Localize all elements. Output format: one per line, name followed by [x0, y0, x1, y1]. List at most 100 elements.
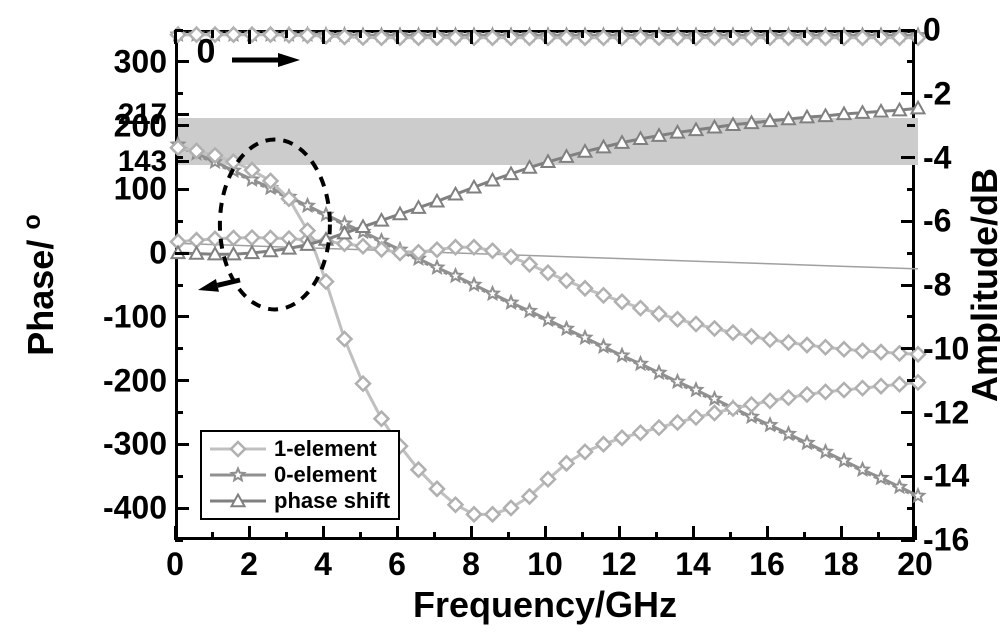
axis-tick [901, 539, 915, 542]
tick-label: -10 [923, 330, 969, 367]
legend-label: phase shift [274, 488, 390, 514]
tick-label: 300 [114, 43, 167, 80]
tick-label: -6 [923, 203, 951, 240]
axis-tick [618, 526, 621, 540]
tick-label: 18 [823, 546, 859, 583]
axis-tick [914, 30, 917, 44]
tick-label: 4 [314, 546, 332, 583]
tick-label: -4 [923, 139, 951, 176]
axis-tick [175, 188, 189, 191]
axis-tick [901, 29, 915, 32]
tick-label: -100 [103, 298, 167, 335]
legend-label: 0-element [274, 462, 377, 488]
axis-tick [655, 30, 658, 38]
axis-tick [175, 29, 183, 32]
axis-tick [840, 526, 843, 540]
axis-tick [175, 347, 183, 350]
legend-swatch [208, 465, 268, 485]
tick-label: 12 [601, 546, 637, 583]
axis-tick [544, 526, 547, 540]
tick-label: 0 [149, 235, 167, 272]
axis-tick [248, 30, 251, 44]
axis-tick [322, 526, 325, 540]
legend-swatch [208, 439, 268, 459]
tick-label: -16 [923, 522, 969, 559]
axis-tick [803, 30, 806, 38]
tick-label: 16 [749, 546, 785, 583]
tick-label: -400 [103, 490, 167, 527]
legend-label: 1-element [274, 436, 377, 462]
axis-tick [175, 252, 189, 255]
axis-tick [174, 30, 177, 44]
axis-tick [729, 532, 732, 540]
tick-label: 143 [118, 145, 167, 179]
axis-tick [907, 315, 915, 318]
axis-tick [175, 92, 183, 95]
axis-tick [618, 30, 621, 44]
axis-tick [901, 92, 915, 95]
axis-tick [901, 347, 915, 350]
axis-tick [907, 252, 915, 255]
tick-label: 6 [388, 546, 406, 583]
axis-tick [175, 539, 183, 542]
tick-label: -12 [923, 394, 969, 431]
tick-label: 2 [240, 546, 258, 583]
tick-label: -14 [923, 458, 969, 495]
axis-tick [766, 526, 769, 540]
tick-label: 0 [923, 12, 941, 49]
axis-tick [322, 30, 325, 44]
tick-label: 10 [527, 546, 563, 583]
axis-tick [507, 30, 510, 38]
axis-tick [544, 30, 547, 44]
tick-label: -200 [103, 362, 167, 399]
axis-tick [359, 532, 362, 540]
legend-item: phase shift [208, 488, 390, 514]
axis-tick [175, 379, 189, 382]
axis-tick [470, 30, 473, 44]
axis-tick [907, 379, 915, 382]
legend-item: 0-element [208, 462, 390, 488]
axis-tick [766, 30, 769, 44]
axis-tick [175, 160, 189, 163]
axis-tick [175, 60, 189, 63]
axis-tick [175, 284, 183, 287]
axis-tick [175, 507, 189, 510]
axis-tick [396, 526, 399, 540]
axis-tick [803, 532, 806, 540]
axis-tick [433, 532, 436, 540]
chart-container: Phase/ o Amplitude/dB Frequency/GHz 0 1-… [0, 0, 1000, 632]
axis-tick [248, 526, 251, 540]
tick-label: 14 [675, 546, 711, 583]
axis-tick [175, 220, 183, 223]
axis-tick [175, 124, 189, 127]
axis-tick [175, 411, 183, 414]
axis-tick [211, 30, 214, 38]
axis-tick [877, 30, 880, 38]
axis-tick [175, 315, 189, 318]
axis-tick [907, 507, 915, 510]
legend-swatch [208, 491, 268, 511]
axis-tick [285, 532, 288, 540]
axis-tick [396, 30, 399, 44]
axis-tick [175, 443, 189, 446]
axis-tick [433, 30, 436, 38]
axis-tick [901, 220, 915, 223]
axis-tick [840, 30, 843, 44]
tick-label: 8 [462, 546, 480, 583]
axis-tick [581, 30, 584, 38]
axis-tick [901, 156, 915, 159]
axis-tick [655, 532, 658, 540]
axis-tick [211, 532, 214, 540]
axis-tick [907, 60, 915, 63]
axis-tick [692, 30, 695, 44]
axis-tick [907, 188, 915, 191]
axis-tick [175, 156, 183, 159]
axis-tick [901, 284, 915, 287]
axis-tick [907, 124, 915, 127]
axis-tick [175, 475, 183, 478]
axis-tick [729, 30, 732, 38]
axis-tick [581, 532, 584, 540]
tick-label: 217 [118, 98, 167, 132]
legend: 1-element0-elementphase shift [200, 430, 400, 520]
tick-label: 0 [166, 546, 184, 583]
